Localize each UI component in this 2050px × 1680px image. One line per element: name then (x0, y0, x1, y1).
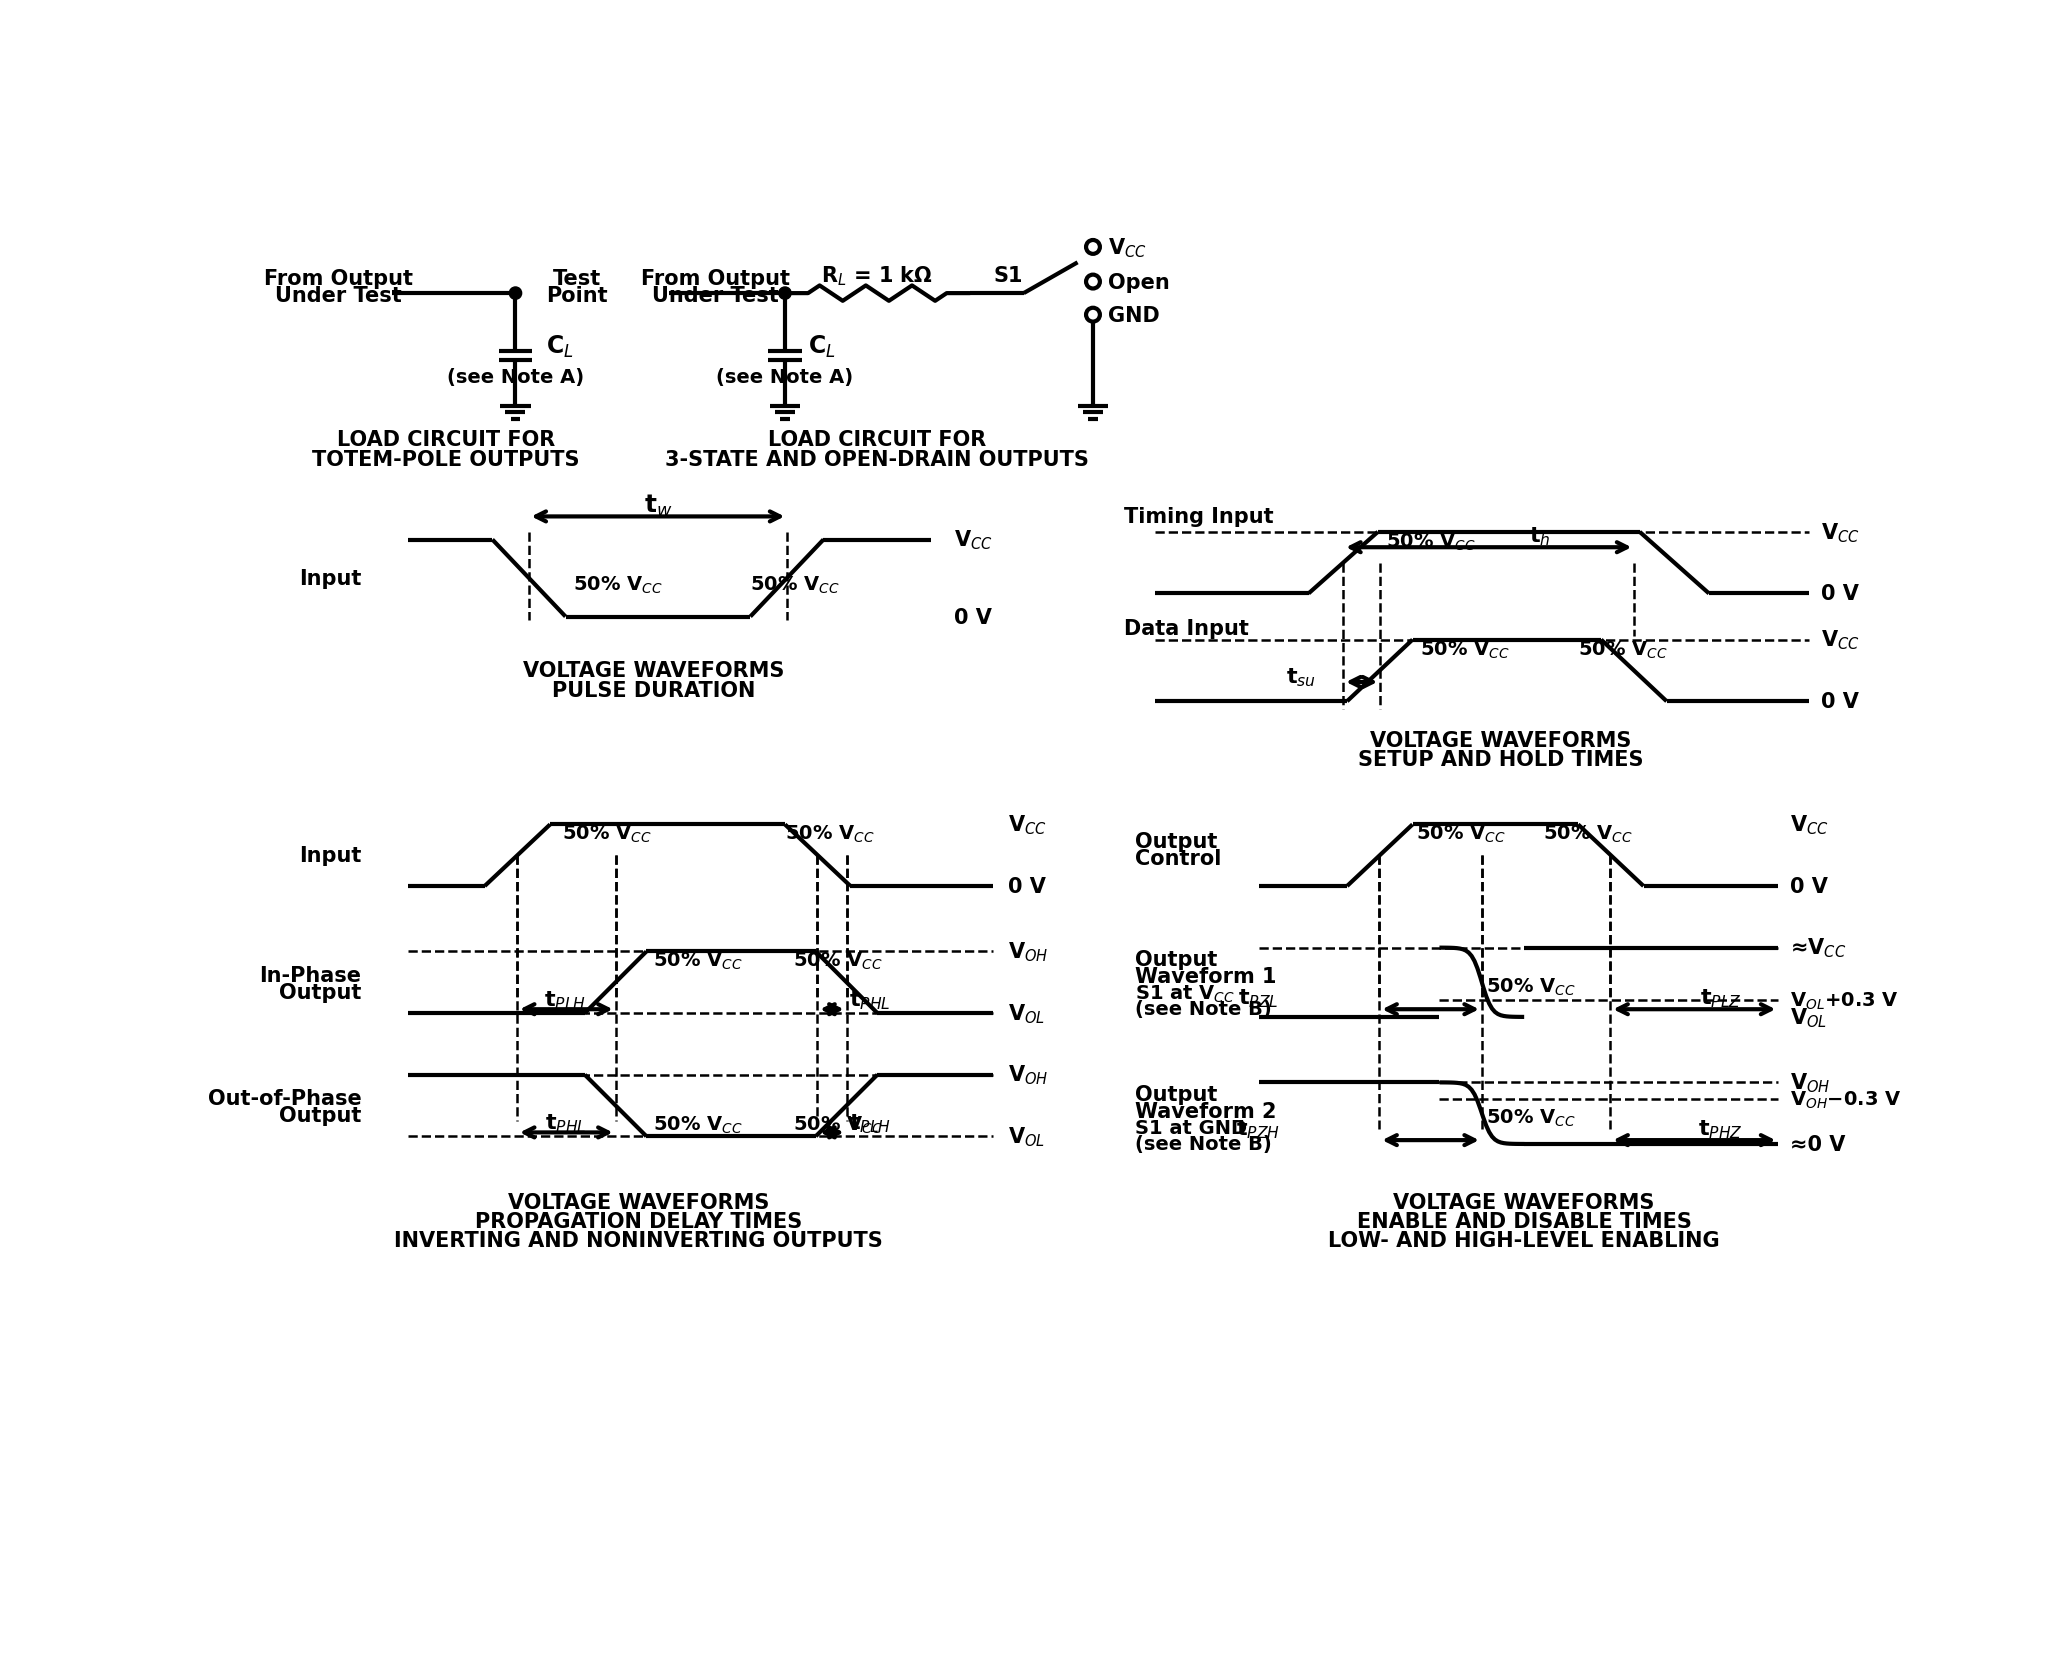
Text: LOAD CIRCUIT FOR: LOAD CIRCUIT FOR (769, 430, 986, 450)
Text: Out-of-Phase: Out-of-Phase (207, 1089, 361, 1109)
Text: Output: Output (1136, 832, 1218, 852)
Text: 50% V$_{CC}$: 50% V$_{CC}$ (1544, 823, 1634, 845)
Text: In-Phase: In-Phase (260, 964, 361, 984)
Text: V$_{OH}$−0.3 V: V$_{OH}$−0.3 V (1790, 1089, 1900, 1110)
Text: V$_{OL}$+0.3 V: V$_{OL}$+0.3 V (1790, 990, 1898, 1011)
Text: 50% V$_{CC}$: 50% V$_{CC}$ (1486, 976, 1574, 998)
Text: ENABLE AND DISABLE TIMES: ENABLE AND DISABLE TIMES (1357, 1211, 1691, 1231)
Text: Input: Input (299, 570, 361, 588)
Text: t$_{PZL}$: t$_{PZL}$ (1238, 986, 1279, 1010)
Text: 50% V$_{CC}$: 50% V$_{CC}$ (793, 1114, 882, 1136)
Text: t$_w$: t$_w$ (644, 492, 672, 519)
Text: 0 V: 0 V (1790, 877, 1829, 897)
Text: V$_{OH}$: V$_{OH}$ (1009, 941, 1050, 964)
Text: Control: Control (1136, 848, 1222, 869)
Circle shape (779, 287, 791, 301)
Text: From Output: From Output (642, 269, 789, 289)
Text: Output: Output (279, 1105, 361, 1126)
Text: t$_{PHL}$: t$_{PHL}$ (849, 988, 890, 1011)
Text: From Output: From Output (264, 269, 412, 289)
Text: V$_{CC}$: V$_{CC}$ (1820, 521, 1859, 544)
Text: 50% V$_{CC}$: 50% V$_{CC}$ (1417, 823, 1507, 845)
Text: (see Note B): (see Note B) (1136, 1000, 1273, 1018)
Text: V$_{OL}$: V$_{OL}$ (1009, 1126, 1046, 1149)
Text: S1 at GND: S1 at GND (1136, 1119, 1248, 1137)
Text: 50% V$_{CC}$: 50% V$_{CC}$ (1386, 531, 1476, 553)
Text: TOTEM-POLE OUTPUTS: TOTEM-POLE OUTPUTS (312, 450, 580, 469)
Text: Waveform 2: Waveform 2 (1136, 1100, 1277, 1121)
Text: V$_{OL}$: V$_{OL}$ (1790, 1006, 1827, 1030)
Text: 50% V$_{CC}$: 50% V$_{CC}$ (652, 951, 742, 971)
Text: Input: Input (299, 845, 361, 865)
Text: VOLTAGE WAVEFORMS: VOLTAGE WAVEFORMS (1369, 731, 1632, 751)
Text: 50% V$_{CC}$: 50% V$_{CC}$ (652, 1114, 742, 1136)
Text: V$_{CC}$: V$_{CC}$ (1009, 813, 1048, 837)
Text: SETUP AND HOLD TIMES: SETUP AND HOLD TIMES (1359, 749, 1644, 769)
Text: 50% V$_{CC}$: 50% V$_{CC}$ (785, 823, 875, 845)
Text: 3-STATE AND OPEN-DRAIN OUTPUTS: 3-STATE AND OPEN-DRAIN OUTPUTS (666, 450, 1089, 469)
Text: Output: Output (1136, 949, 1218, 969)
Text: ≈V$_{CC}$: ≈V$_{CC}$ (1790, 936, 1847, 959)
Text: Timing Input: Timing Input (1123, 507, 1273, 528)
Text: S1: S1 (994, 265, 1023, 286)
Text: VOLTAGE WAVEFORMS: VOLTAGE WAVEFORMS (523, 660, 785, 680)
Text: PROPAGATION DELAY TIMES: PROPAGATION DELAY TIMES (476, 1211, 802, 1231)
Text: C$_L$: C$_L$ (545, 333, 574, 360)
Text: Test: Test (554, 269, 601, 289)
Text: 50% V$_{CC}$: 50% V$_{CC}$ (750, 575, 840, 595)
Text: t$_{PHZ}$: t$_{PHZ}$ (1697, 1117, 1742, 1141)
Text: V$_{CC}$: V$_{CC}$ (1820, 628, 1859, 652)
Text: 50% V$_{CC}$: 50% V$_{CC}$ (574, 575, 662, 595)
Text: 50% V$_{CC}$: 50% V$_{CC}$ (562, 823, 652, 845)
Text: Point: Point (545, 286, 609, 306)
Text: VOLTAGE WAVEFORMS: VOLTAGE WAVEFORMS (1394, 1193, 1654, 1211)
Text: V$_{OH}$: V$_{OH}$ (1790, 1070, 1831, 1094)
Text: V$_{OH}$: V$_{OH}$ (1009, 1063, 1050, 1087)
Text: 50% V$_{CC}$: 50% V$_{CC}$ (1578, 638, 1669, 660)
Text: VOLTAGE WAVEFORMS: VOLTAGE WAVEFORMS (508, 1193, 769, 1211)
Text: (see Note B): (see Note B) (1136, 1134, 1273, 1152)
Text: C$_L$: C$_L$ (808, 333, 836, 360)
Text: LOW- AND HIGH-LEVEL ENABLING: LOW- AND HIGH-LEVEL ENABLING (1328, 1230, 1720, 1250)
Text: t$_{PLZ}$: t$_{PLZ}$ (1699, 986, 1740, 1010)
Text: (see Note A): (see Note A) (715, 368, 853, 386)
Text: Output: Output (279, 981, 361, 1001)
Text: 50% V$_{CC}$: 50% V$_{CC}$ (793, 951, 882, 971)
Text: GND: GND (1109, 306, 1160, 326)
Circle shape (508, 287, 521, 301)
Text: 0 V: 0 V (955, 606, 992, 627)
Text: INVERTING AND NONINVERTING OUTPUTS: INVERTING AND NONINVERTING OUTPUTS (394, 1230, 884, 1250)
Text: LOAD CIRCUIT FOR: LOAD CIRCUIT FOR (336, 430, 556, 450)
Text: 0 V: 0 V (1009, 877, 1046, 897)
Text: 0 V: 0 V (1820, 692, 1859, 712)
Text: t$_h$: t$_h$ (1529, 526, 1550, 548)
Text: V$_{OL}$: V$_{OL}$ (1009, 1001, 1046, 1025)
Text: Under Test: Under Test (275, 286, 402, 306)
Text: Under Test: Under Test (652, 286, 779, 306)
Text: V$_{CC}$: V$_{CC}$ (955, 529, 992, 553)
Text: 0 V: 0 V (1820, 585, 1859, 605)
Text: t$_{PLH}$: t$_{PLH}$ (849, 1112, 892, 1134)
Text: 50% V$_{CC}$: 50% V$_{CC}$ (1486, 1107, 1574, 1127)
Text: V$_{CC}$: V$_{CC}$ (1790, 813, 1829, 837)
Text: t$_{PHL}$: t$_{PHL}$ (545, 1112, 586, 1134)
Text: 50% V$_{CC}$: 50% V$_{CC}$ (1421, 638, 1511, 660)
Text: ≈0 V: ≈0 V (1790, 1134, 1845, 1154)
Text: PULSE DURATION: PULSE DURATION (551, 680, 756, 701)
Text: (see Note A): (see Note A) (447, 368, 584, 386)
Text: Output: Output (1136, 1084, 1218, 1104)
Text: Data Input: Data Input (1123, 618, 1248, 638)
Text: t$_{su}$: t$_{su}$ (1285, 665, 1316, 689)
Text: t$_{PZH}$: t$_{PZH}$ (1236, 1117, 1281, 1141)
Text: S1 at V$_{CC}$: S1 at V$_{CC}$ (1136, 983, 1236, 1005)
Text: Waveform 1: Waveform 1 (1136, 966, 1277, 986)
Text: Open: Open (1109, 272, 1171, 292)
Text: V$_{CC}$: V$_{CC}$ (1109, 235, 1148, 260)
Text: t$_{PLH}$: t$_{PLH}$ (545, 988, 586, 1011)
Text: R$_L$ = 1 kΩ: R$_L$ = 1 kΩ (822, 264, 933, 287)
